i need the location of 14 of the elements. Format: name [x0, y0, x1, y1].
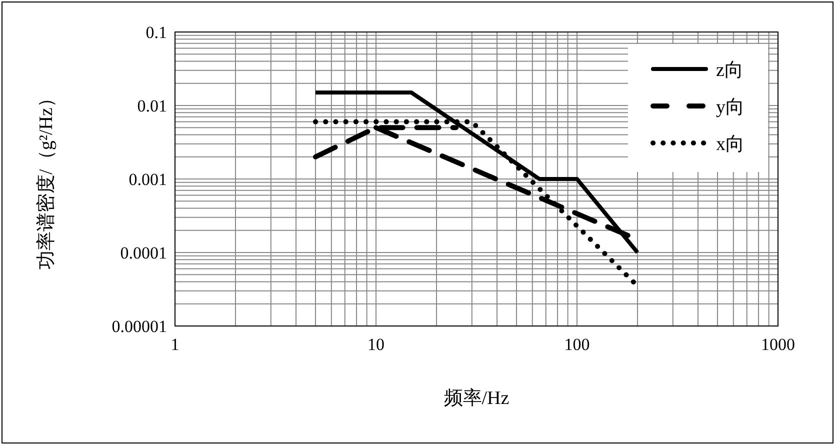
x-tick-label: 10 — [368, 335, 384, 354]
y-tick-label: 0.1 — [146, 23, 167, 42]
y-axis-title: 功率谱密度/（g²/Hz） — [35, 88, 57, 270]
y-tick-label: 0.00001 — [112, 317, 167, 336]
x-tick-label: 1000 — [761, 335, 795, 354]
x-tick-label: 100 — [564, 335, 590, 354]
legend-label: z向 — [716, 60, 744, 81]
x-axis-title: 频率/Hz — [444, 387, 510, 409]
y-tick-label: 0.001 — [128, 170, 167, 189]
legend-label: y向 — [716, 97, 744, 118]
x-tick-label: 1 — [170, 335, 180, 354]
y-tick-label: 0.01 — [137, 96, 167, 116]
y-tick-label: 0.0001 — [120, 244, 167, 262]
legend-label: x向 — [716, 134, 744, 155]
